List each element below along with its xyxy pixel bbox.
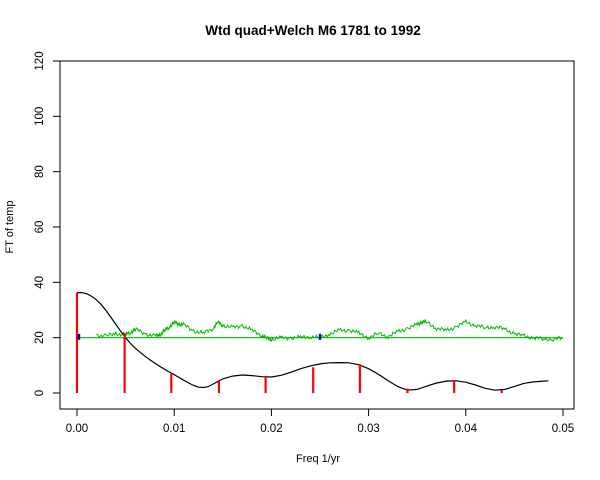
x-axis-label: Freq 1/yr	[296, 453, 340, 465]
y-tick-label: 0	[34, 390, 46, 396]
plot-layer	[75, 292, 564, 393]
x-tick-label: 0.01	[163, 423, 185, 435]
y-tick-label: 100	[34, 107, 46, 126]
x-tick-label: 0.02	[260, 423, 282, 435]
chart-title: Wtd quad+Welch M6 1781 to 1992	[205, 23, 420, 38]
y-tick-label: 60	[34, 221, 46, 234]
y-tick-label: 80	[34, 165, 46, 178]
x-tick-label: 0.04	[455, 423, 478, 435]
y-axis-label: FT of temp	[4, 201, 16, 254]
y-axis: 0 20 40 60 80 100 120	[34, 51, 61, 396]
noise-series-line	[96, 318, 564, 343]
y-tick-label: 40	[34, 276, 46, 289]
y-tick-label: 120	[34, 51, 46, 70]
x-tick-label: 0.00	[66, 423, 88, 435]
x-tick-label: 0.03	[357, 423, 379, 435]
x-axis: 0.00 0.01 0.02 0.03 0.04 0.05	[66, 408, 574, 435]
x-tick-label: 0.05	[552, 423, 574, 435]
y-tick-label: 20	[34, 331, 46, 344]
plot-area-frame	[59, 60, 575, 410]
smooth-series-line	[77, 292, 549, 391]
